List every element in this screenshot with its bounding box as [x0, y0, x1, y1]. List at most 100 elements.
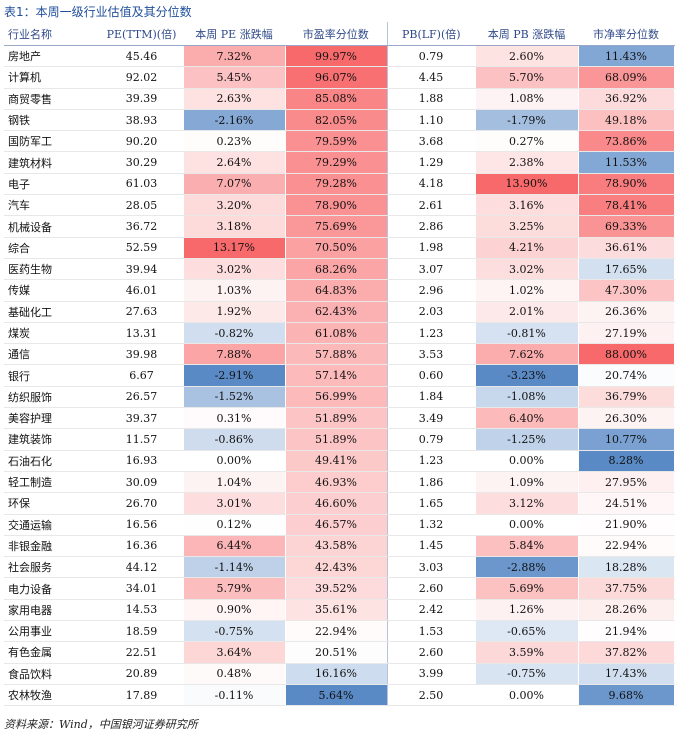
- table-title: 表1：本周一级行业估值及其分位数: [4, 5, 192, 19]
- value-cell: 39.94: [100, 258, 184, 281]
- value-cell: 2.60: [387, 577, 476, 600]
- industry-name: 农林牧渔: [4, 684, 101, 707]
- value-cell: 1.86: [387, 471, 476, 494]
- value-cell: -1.52%: [183, 386, 286, 409]
- value-cell: 68.09%: [578, 66, 675, 89]
- header-row: 行业名称 PE(TTM)(倍) 本周 PE 涨跌幅 市盈率分位数 PB(LF)(倍) 本周…: [4, 22, 674, 46]
- value-cell: 18.59: [100, 620, 184, 643]
- value-cell: 2.01%: [475, 301, 579, 323]
- value-cell: 42.43%: [285, 556, 388, 579]
- value-cell: -1.14%: [183, 556, 286, 579]
- value-cell: 46.93%: [285, 471, 388, 494]
- value-cell: 0.23%: [183, 130, 286, 153]
- value-cell: 24.51%: [578, 492, 675, 515]
- industry-name: 交通运输: [4, 514, 101, 536]
- value-cell: 36.72: [100, 215, 184, 238]
- value-cell: 46.60%: [285, 492, 388, 515]
- value-cell: 7.32%: [183, 45, 286, 68]
- value-cell: 4.18: [387, 173, 476, 196]
- column-header: 本周 PB 涨跌幅: [475, 22, 578, 46]
- industry-name: 食品饮料: [4, 663, 101, 685]
- table-row: 汽车 28.05 3.20% 78.90% 2.61 3.16% 78.41%: [4, 194, 675, 217]
- value-cell: 3.53: [387, 343, 476, 366]
- value-cell: 5.79%: [183, 577, 286, 600]
- value-cell: 1.65: [387, 492, 476, 515]
- table-row: 轻工制造 30.09 1.04% 46.93% 1.86 1.09% 27.95%: [4, 471, 675, 494]
- value-cell: 35.61%: [285, 599, 388, 622]
- industry-name: 美容护理: [4, 407, 101, 430]
- value-cell: 1.29: [387, 151, 476, 174]
- value-cell: 5.45%: [183, 66, 286, 89]
- industry-name: 基础化工: [4, 301, 101, 323]
- value-cell: 7.88%: [183, 343, 286, 366]
- industry-name: 电子: [4, 173, 101, 196]
- value-cell: 3.99: [387, 663, 476, 685]
- industry-name: 国防军工: [4, 130, 101, 153]
- value-cell: 5.69%: [475, 577, 579, 600]
- value-cell: 68.26%: [285, 258, 388, 281]
- value-cell: -1.25%: [475, 428, 579, 451]
- value-cell: 1.88: [387, 88, 476, 110]
- table-row: 交通运输 16.56 0.12% 46.57% 1.32 0.00% 21.90%: [4, 514, 675, 536]
- value-cell: 3.16%: [475, 194, 579, 217]
- table-row: 机械设备 36.72 3.18% 75.69% 2.86 3.25% 69.33%: [4, 215, 675, 238]
- value-cell: 2.61: [387, 194, 476, 217]
- value-cell: 6.40%: [475, 407, 579, 430]
- value-cell: 1.23: [387, 322, 476, 345]
- table-row: 社会服务 44.12 -1.14% 42.43% 3.03 -2.88% 18.28%: [4, 556, 675, 579]
- value-cell: 2.50: [387, 684, 476, 707]
- value-cell: 46.01: [100, 279, 184, 302]
- value-cell: 34.01: [100, 577, 184, 600]
- value-cell: 78.90%: [285, 194, 388, 217]
- value-cell: 3.03: [387, 556, 476, 579]
- table-row: 电子 61.03 7.07% 79.28% 4.18 13.90% 78.90%: [4, 173, 675, 196]
- value-cell: 1.04%: [183, 471, 286, 494]
- value-cell: 99.97%: [285, 45, 388, 68]
- value-cell: 30.09: [100, 471, 184, 494]
- value-cell: 2.42: [387, 599, 476, 622]
- value-cell: 0.90%: [183, 599, 286, 622]
- value-cell: 57.14%: [285, 364, 388, 387]
- value-cell: 28.26%: [578, 599, 675, 622]
- value-cell: 17.89: [100, 684, 184, 707]
- industry-name: 钢铁: [4, 109, 101, 132]
- value-cell: 61.08%: [285, 322, 388, 345]
- value-cell: 3.01%: [183, 492, 286, 515]
- value-cell: 20.51%: [285, 641, 388, 664]
- table-row: 通信 39.98 7.88% 57.88% 3.53 7.62% 88.00%: [4, 343, 675, 366]
- value-cell: 3.59%: [475, 641, 579, 664]
- value-cell: 22.94%: [578, 535, 675, 558]
- value-cell: 37.75%: [578, 577, 675, 600]
- value-cell: 39.37: [100, 407, 184, 430]
- value-cell: 78.90%: [578, 173, 675, 196]
- industry-name: 商贸零售: [4, 88, 101, 110]
- table-row: 银行 6.67 -2.91% 57.14% 0.60 -3.23% 20.74%: [4, 364, 675, 387]
- value-cell: 2.96: [387, 279, 476, 302]
- table-row: 钢铁 38.93 -2.16% 82.05% 1.10 -1.79% 49.18%: [4, 109, 675, 132]
- value-cell: 0.27%: [475, 130, 579, 153]
- industry-name: 汽车: [4, 194, 101, 217]
- table-row: 电力设备 34.01 5.79% 39.52% 2.60 5.69% 37.75%: [4, 577, 675, 600]
- value-cell: -3.23%: [475, 364, 579, 387]
- table-row: 综合 52.59 13.17% 70.50% 1.98 4.21% 36.61%: [4, 237, 675, 259]
- value-cell: 1.45: [387, 535, 476, 558]
- value-cell: 3.02%: [475, 258, 579, 281]
- value-cell: 92.02: [100, 66, 184, 89]
- value-cell: 3.68: [387, 130, 476, 153]
- industry-name: 公用事业: [4, 620, 101, 643]
- value-cell: 2.38%: [475, 151, 579, 174]
- value-cell: 13.17%: [183, 237, 286, 259]
- value-cell: 51.89%: [285, 407, 388, 430]
- table-row: 传媒 46.01 1.03% 64.83% 2.96 1.02% 47.30%: [4, 279, 675, 302]
- value-cell: 45.46: [100, 45, 184, 68]
- table-row: 房地产 45.46 7.32% 99.97% 0.79 2.60% 11.43%: [4, 45, 675, 68]
- value-cell: 16.36: [100, 535, 184, 558]
- industry-name: 有色金属: [4, 641, 101, 664]
- industry-name: 机械设备: [4, 215, 101, 238]
- table-row: 商贸零售 39.39 2.63% 85.08% 1.88 1.08% 36.92%: [4, 88, 675, 110]
- value-cell: 27.95%: [578, 471, 675, 494]
- table-row: 医药生物 39.94 3.02% 68.26% 3.07 3.02% 17.65%: [4, 258, 675, 281]
- value-cell: 52.59: [100, 237, 184, 259]
- table-row: 美容护理 39.37 0.31% 51.89% 3.49 6.40% 26.30%: [4, 407, 675, 430]
- value-cell: 3.18%: [183, 215, 286, 238]
